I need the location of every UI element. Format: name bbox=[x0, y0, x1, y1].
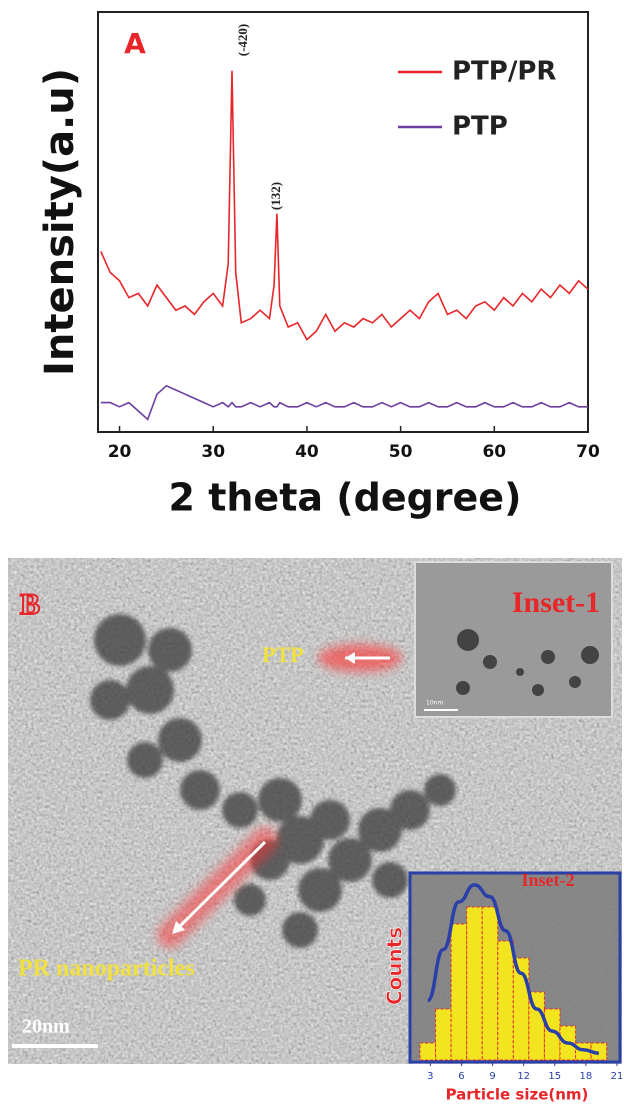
series-line bbox=[100, 384, 588, 421]
x-tick-label: 70 bbox=[576, 442, 600, 462]
particle-cluster bbox=[90, 614, 456, 948]
x-tick-label: 12 bbox=[517, 1071, 530, 1082]
inset-particles bbox=[456, 629, 599, 696]
bar bbox=[466, 906, 483, 1061]
x-tick-label: 18 bbox=[580, 1071, 593, 1082]
label: PR nanoparticles bbox=[18, 956, 195, 982]
xrd-panel: A Intensity(a.u) 2 theta (degree) (-420)… bbox=[37, 11, 600, 520]
bar bbox=[435, 1008, 452, 1061]
x-tick-label: 40 bbox=[295, 442, 319, 462]
x-axis-label: 2 theta (degree) bbox=[169, 476, 522, 520]
peak-label: (132) bbox=[268, 182, 283, 210]
label: PTP bbox=[262, 642, 304, 667]
inset-frame bbox=[408, 871, 622, 1064]
arrow-head bbox=[345, 652, 355, 664]
plot-frame bbox=[97, 11, 589, 433]
x-tick-label: 60 bbox=[482, 442, 506, 462]
x-axis-label: Particle size(nm) bbox=[446, 1086, 589, 1104]
panel-label: A bbox=[124, 27, 146, 60]
inset-image bbox=[414, 561, 613, 718]
bar bbox=[481, 906, 499, 1061]
peak-label: (-420) bbox=[235, 24, 250, 57]
panel-label: B bbox=[20, 588, 40, 621]
arrow-head bbox=[172, 921, 185, 934]
bar bbox=[497, 940, 514, 1061]
x-tick-label: 20 bbox=[108, 442, 132, 462]
y-axis-label: Intensity(a.u) bbox=[37, 68, 83, 376]
x-tick-label: 6 bbox=[458, 1071, 464, 1082]
inset-title: Inset-1 bbox=[512, 586, 600, 619]
bar bbox=[450, 923, 468, 1061]
x-tick-label: 50 bbox=[389, 442, 413, 462]
x-tick-label: 21 bbox=[611, 1071, 624, 1082]
inset-scale-label: 10nm bbox=[426, 700, 443, 707]
x-tick-label: 3 bbox=[427, 1071, 433, 1082]
fit-curve bbox=[426, 883, 599, 1055]
legend-label: PTP bbox=[452, 112, 508, 142]
x-tick-label: 9 bbox=[489, 1071, 495, 1082]
x-tick-label: 15 bbox=[548, 1071, 561, 1082]
y-axis-label: Counts bbox=[383, 927, 407, 1005]
scale-bar-label: 20nm bbox=[22, 1016, 70, 1038]
arrow bbox=[174, 840, 267, 932]
x-tick-label: 30 bbox=[201, 442, 225, 462]
legend-label: PTP/PR bbox=[452, 57, 556, 87]
bar bbox=[419, 1042, 437, 1061]
series-line bbox=[100, 70, 589, 341]
histogram-title: Inset-2 bbox=[522, 870, 575, 890]
histogram: 3 6 9 12 15 18 21 Inset-2 Particle size(nm) Count… bbox=[382, 870, 624, 1104]
